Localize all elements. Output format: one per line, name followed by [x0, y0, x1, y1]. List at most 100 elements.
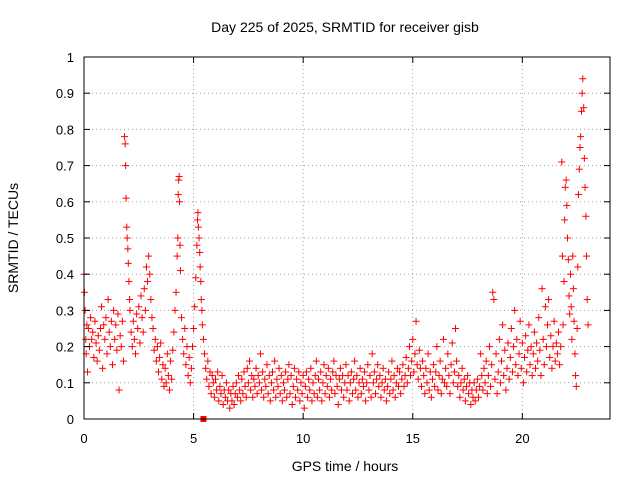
data-point: [128, 343, 136, 351]
data-point: [334, 401, 342, 409]
data-point: [125, 277, 133, 285]
data-point: [408, 357, 416, 365]
data-point: [299, 372, 307, 380]
data-point: [356, 364, 364, 372]
data-point: [451, 325, 459, 332]
data-point: [445, 372, 453, 380]
data-point: [435, 372, 443, 380]
data-point: [361, 368, 369, 376]
data-point: [330, 357, 338, 365]
x-tick-label: 10: [296, 431, 310, 446]
y-tick-label: 0: [67, 412, 74, 427]
data-point: [369, 379, 377, 387]
data-point: [191, 303, 199, 311]
data-point: [495, 335, 503, 343]
data-point: [142, 263, 150, 271]
data-point: [215, 397, 223, 405]
data-point: [459, 386, 467, 394]
data-point: [254, 372, 262, 380]
data-point: [255, 379, 263, 387]
data-point: [157, 339, 165, 347]
data-point: [136, 339, 144, 347]
data-point: [574, 191, 582, 199]
data-point: [230, 401, 238, 409]
data-point: [279, 379, 287, 387]
data-point: [499, 321, 507, 329]
data-point: [443, 382, 451, 390]
data-point: [262, 382, 270, 390]
data-point: [438, 375, 446, 383]
data-point: [152, 357, 160, 365]
data-point: [483, 390, 491, 398]
y-tick-label: 0.6: [56, 195, 74, 210]
data-point: [507, 325, 515, 332]
data-point: [340, 393, 348, 401]
data-point: [572, 372, 580, 380]
data-point: [203, 375, 211, 383]
data-point: [355, 379, 363, 387]
data-point: [370, 368, 378, 376]
x-axis-label: GPS time / hours: [292, 458, 399, 474]
data-point: [583, 296, 591, 304]
data-point: [569, 285, 577, 293]
data-point: [288, 401, 296, 409]
data-point: [431, 382, 439, 390]
data-point: [540, 361, 548, 369]
y-tick-label: 0.1: [56, 376, 74, 391]
data-point: [578, 107, 586, 115]
data-point: [121, 140, 129, 148]
data-point: [413, 361, 421, 369]
data-point: [214, 368, 222, 376]
data-point: [583, 252, 591, 260]
data-point: [137, 292, 145, 300]
data-point: [358, 375, 366, 383]
data-point: [197, 277, 205, 285]
x-tick-label: 20: [515, 431, 529, 446]
data-point: [449, 379, 457, 387]
data-point: [579, 75, 587, 83]
data-point: [130, 335, 138, 343]
data-point: [138, 314, 146, 322]
data-point: [124, 245, 132, 253]
data-point: [558, 158, 566, 166]
data-point: [101, 335, 109, 343]
data-point: [114, 310, 122, 318]
data-point: [348, 390, 356, 398]
data-point: [221, 393, 229, 401]
data-point: [89, 328, 97, 336]
data-point: [88, 335, 96, 343]
data-point: [118, 317, 126, 325]
data-point: [194, 209, 202, 217]
data-point: [567, 303, 575, 311]
data-point: [181, 325, 189, 332]
y-tick-label: 0.4: [56, 267, 74, 282]
data-point: [433, 343, 441, 351]
data-point: [414, 375, 422, 383]
data-point: [551, 357, 559, 365]
data-point: [271, 357, 279, 365]
data-point: [273, 375, 281, 383]
data-point: [481, 379, 489, 387]
data-point: [576, 144, 584, 151]
y-tick-label: 0.2: [56, 340, 74, 355]
data-point: [580, 104, 588, 112]
data-point: [333, 382, 341, 390]
data-point: [176, 241, 184, 249]
data-point: [442, 364, 450, 372]
data-point: [494, 368, 502, 376]
data-point: [198, 306, 206, 314]
data-point: [95, 346, 103, 354]
data-point: [515, 350, 523, 358]
data-point: [396, 368, 404, 376]
data-point: [434, 386, 442, 394]
data-point: [117, 343, 125, 351]
data-point: [529, 350, 537, 358]
data-point: [582, 212, 590, 220]
data-point: [167, 357, 175, 365]
data-point: [500, 372, 508, 380]
data-point: [259, 368, 267, 376]
data-point: [185, 353, 193, 361]
data-point: [278, 397, 286, 405]
data-point: [168, 375, 176, 383]
data-point: [197, 296, 205, 304]
